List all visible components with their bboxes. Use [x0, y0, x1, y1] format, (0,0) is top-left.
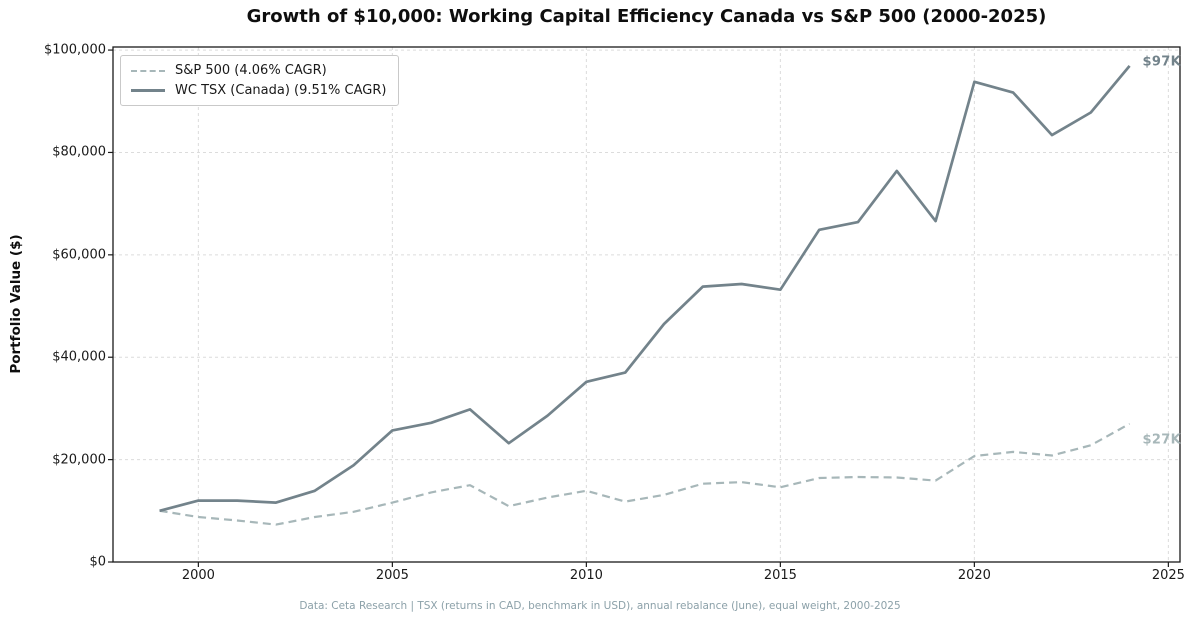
legend-label-sp500: S&P 500 (4.06% CAGR)	[175, 63, 327, 78]
x-tick-label: 2025	[1151, 568, 1185, 583]
end-value-annotation: $27K	[1142, 432, 1181, 448]
y-tick-label: $40,000	[52, 349, 106, 365]
legend-item-wc-tsx: WC TSX (Canada) (9.51% CAGR)	[131, 83, 386, 98]
chart-title: Growth of $10,000: Working Capital Effic…	[246, 6, 1047, 27]
sp500-line	[159, 422, 1131, 526]
data-source-footer: Data: Ceta Research | TSX (returns in CA…	[299, 600, 901, 612]
legend-item-sp500: S&P 500 (4.06% CAGR)	[131, 63, 386, 78]
x-tick-label: 2010	[569, 568, 603, 583]
y-tick-label: $100,000	[43, 42, 106, 58]
x-tick-label: 2000	[181, 568, 215, 583]
wc-tsx-line	[159, 65, 1131, 513]
plot-border	[112, 46, 1181, 563]
y-tick-label: $60,000	[52, 247, 106, 263]
y-tick-label: $20,000	[52, 452, 106, 468]
legend-label-wc-tsx: WC TSX (Canada) (9.51% CAGR)	[175, 83, 387, 98]
x-tick-label: 2020	[957, 568, 991, 583]
wc-tsx-legend-line-icon	[131, 89, 165, 92]
x-tick-label: 2005	[375, 568, 409, 583]
x-tick-label: 2015	[763, 568, 797, 583]
y-tick-label: $0	[89, 554, 106, 570]
legend: S&P 500 (4.06% CAGR) WC TSX (Canada) (9.…	[120, 55, 400, 106]
end-value-annotation: $97K	[1142, 54, 1181, 70]
y-tick-label: $80,000	[52, 144, 106, 160]
sp500-legend-line-icon	[131, 69, 165, 72]
